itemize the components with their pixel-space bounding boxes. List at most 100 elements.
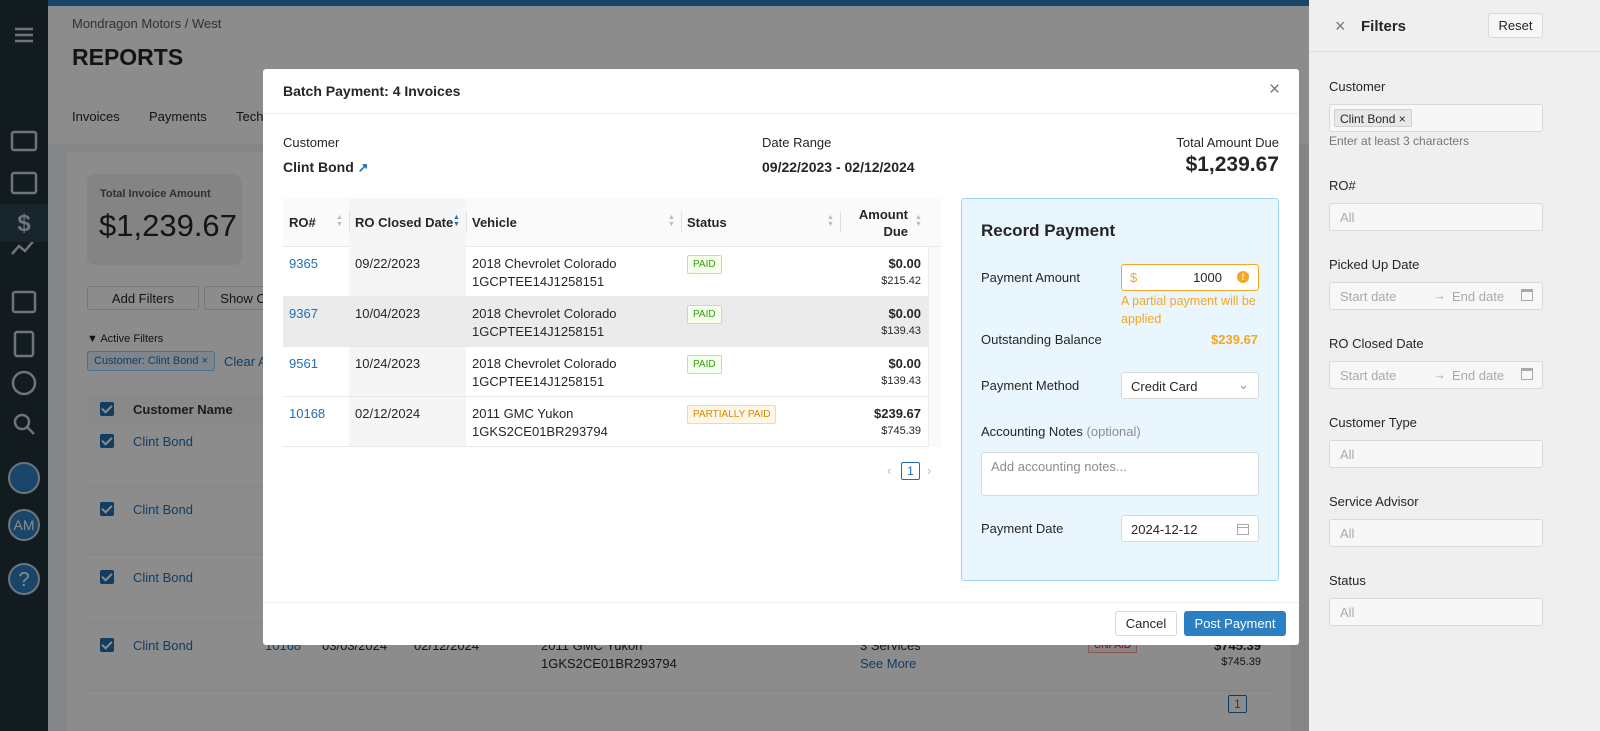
column-header[interactable]: Status: [687, 215, 727, 230]
field-label: RO Closed Date: [1329, 336, 1424, 351]
column-header[interactable]: Amount Due: [858, 207, 908, 239]
cancel-button[interactable]: Cancel: [1115, 611, 1177, 636]
filter-input[interactable]: All: [1329, 203, 1543, 231]
close-modal[interactable]: ×: [1269, 79, 1281, 100]
see-more[interactable]: See More: [860, 656, 917, 671]
vehicle: 2018 Chevrolet Colorado: [472, 356, 617, 371]
row-checkbox[interactable]: [100, 570, 114, 584]
nav-icon[interactable]: [11, 290, 37, 314]
customer-link[interactable]: Clint Bond: [133, 502, 193, 517]
column-header[interactable]: RO Closed Date: [355, 215, 454, 230]
nav-icon[interactable]: [11, 238, 36, 255]
filter-input[interactable]: Start date → End date: [1329, 361, 1543, 389]
post-payment-button[interactable]: Post Payment: [1184, 611, 1286, 636]
amount-warning: A partial payment will be applied: [1121, 294, 1256, 326]
currency-prefix: $: [1130, 270, 1138, 285]
customer-link[interactable]: Clint Bond: [133, 638, 193, 653]
payment-amount-input[interactable]: $ 1000 !: [1121, 264, 1259, 291]
amount-total: $139.43: [881, 325, 921, 337]
field-label: Picked Up Date: [1329, 257, 1420, 272]
customer-select[interactable]: Clint Bond ×: [1329, 104, 1543, 132]
filter-chip[interactable]: Customer: Clint Bond ×: [87, 351, 216, 371]
menu-icon[interactable]: [15, 27, 33, 43]
scrollbar: [928, 247, 941, 447]
column-divider: [466, 212, 467, 232]
sort-icon[interactable]: ▲ ▼: [453, 214, 460, 228]
vin: 1GKS2CE01BR293794: [472, 424, 608, 439]
nav-icon[interactable]: $: [17, 210, 31, 237]
ro-link[interactable]: 9365: [289, 256, 318, 271]
payment-method-select[interactable]: Credit Card ⌄: [1121, 372, 1259, 399]
ro-link[interactable]: 9367: [289, 306, 318, 321]
record-payment-panel: Record Payment Payment Amount $ 1000 ! A…: [961, 198, 1279, 581]
help-icon[interactable]: [8, 563, 40, 595]
tab[interactable]: Invoices: [72, 109, 120, 124]
customer-link[interactable]: Clint Bond: [133, 434, 193, 449]
calendar-icon: [1237, 524, 1249, 535]
placeholder: All: [1340, 605, 1355, 620]
summary-card: Total Invoice Amount $1,239.67: [87, 174, 242, 265]
sort-icon[interactable]: ▲ ▼: [668, 214, 675, 228]
end-placeholder: End date: [1452, 289, 1505, 304]
next-page[interactable]: ›: [927, 463, 932, 478]
ro-link[interactable]: 10168: [289, 406, 326, 421]
vehicle: 2011 GMC Yukon: [472, 406, 574, 421]
row-checkbox[interactable]: [100, 638, 114, 652]
button-label: Add Filters: [111, 290, 175, 306]
sort-icon[interactable]: ▲ ▼: [827, 214, 834, 228]
field-label: Payment Method: [981, 378, 1080, 393]
amount-due: $239.67: [874, 406, 921, 421]
placeholder: All: [1340, 210, 1355, 225]
column-divider: [840, 212, 841, 232]
select-all[interactable]: [100, 402, 114, 416]
sidebar-icons: $ AM ?: [0, 27, 48, 595]
chip-text: Customer: Clint Bond: [94, 355, 199, 367]
row-divider: [283, 346, 928, 347]
divider: [263, 113, 1299, 114]
nav-icon[interactable]: [13, 413, 31, 431]
field-label: Payment Date: [981, 521, 1064, 536]
filter-input[interactable]: All: [1329, 440, 1543, 468]
nav-icon[interactable]: [11, 370, 37, 396]
column-header[interactable]: Vehicle: [472, 215, 517, 230]
vin: 1GCPTEE14J1258151: [472, 374, 605, 389]
method-value: Credit Card: [1131, 379, 1198, 394]
sort-icon[interactable]: ▲ ▼: [336, 214, 343, 228]
sort-icon[interactable]: ▲ ▼: [915, 214, 922, 228]
batch-payment-modal: Batch Payment: 4 Invoices × Customer Cli…: [263, 69, 1299, 645]
nav-icon[interactable]: [10, 171, 38, 195]
column-header[interactable]: RO#: [289, 215, 316, 230]
avatar[interactable]: [8, 509, 40, 541]
range-arrow: →: [1433, 288, 1446, 303]
row-checkbox[interactable]: [100, 502, 114, 516]
row-checkbox[interactable]: [100, 434, 114, 448]
page-number[interactable]: 1: [901, 462, 920, 480]
row-hover: [283, 297, 928, 347]
nav-icon[interactable]: [13, 330, 35, 358]
chat-icon[interactable]: [8, 462, 40, 494]
filter-input[interactable]: Start date → End date: [1329, 282, 1543, 310]
notes-textarea[interactable]: Add accounting notes...: [981, 452, 1259, 496]
page-number[interactable]: 1: [1228, 695, 1247, 713]
column-divider: [349, 212, 350, 232]
ro-link[interactable]: 9561: [289, 356, 318, 371]
filter-input[interactable]: All: [1329, 519, 1543, 547]
clear-filters[interactable]: Clear All: [224, 354, 273, 369]
drawer-header: [1309, 0, 1600, 52]
payment-date-input[interactable]: 2024-12-12: [1121, 515, 1259, 542]
open-customer[interactable]: ↗: [357, 160, 369, 175]
customer-tag[interactable]: Clint Bond ×: [1334, 109, 1412, 127]
customer-link[interactable]: Clint Bond: [133, 570, 193, 585]
close-drawer[interactable]: ×: [1335, 16, 1346, 36]
field-label: Accounting Notes (optional): [981, 424, 1141, 439]
active-nav: [0, 204, 48, 242]
add-filters-button[interactable]: Add Filters: [87, 286, 199, 310]
filter-input[interactable]: All: [1329, 598, 1543, 626]
reset-button[interactable]: Reset: [1488, 13, 1543, 38]
prev-page[interactable]: ‹: [887, 463, 892, 478]
column-header[interactable]: Customer Name: [133, 402, 233, 417]
nav-icon[interactable]: [26, 426, 35, 435]
button-label: Post Payment: [1194, 616, 1276, 631]
nav-icon[interactable]: [10, 130, 38, 152]
tab[interactable]: Payments: [149, 109, 207, 124]
